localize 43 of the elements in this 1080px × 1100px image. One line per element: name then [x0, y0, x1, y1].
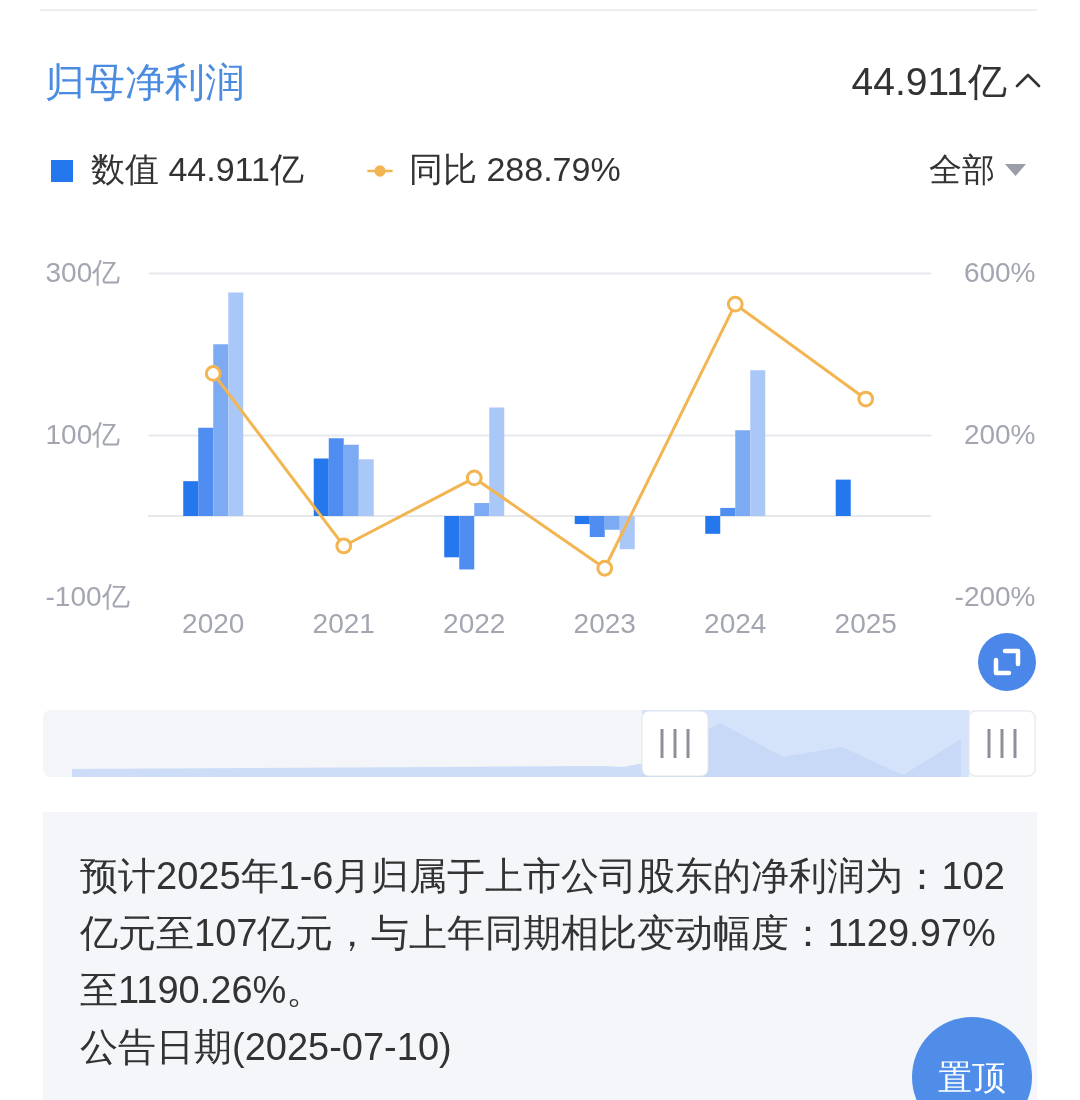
bar	[835, 479, 851, 516]
bar	[574, 516, 590, 525]
bar	[343, 444, 359, 516]
y2-tick-label: 600%	[963, 256, 1036, 288]
bar	[228, 292, 244, 516]
chart-title: 归母净利润	[45, 59, 245, 106]
bar	[444, 516, 460, 558]
y-tick-label: -100亿	[45, 580, 130, 612]
x-tick-label: 2024	[704, 607, 767, 639]
text: 44.911亿	[851, 59, 1007, 105]
bar	[750, 370, 766, 516]
x-tick-label: 2023	[573, 607, 636, 639]
y2-tick-label: 200%	[963, 418, 1036, 450]
point	[596, 559, 614, 577]
bar	[720, 507, 736, 516]
bar	[474, 503, 490, 516]
y-tick-label: 300亿	[45, 256, 121, 288]
bar	[705, 516, 721, 534]
x-tick-label: 2021	[312, 607, 375, 639]
point	[857, 390, 875, 408]
bar	[358, 459, 374, 516]
bar	[198, 427, 214, 516]
legend-label: 数值 44.911亿	[91, 150, 304, 188]
legend-label: 同比 288.79%	[409, 150, 621, 188]
bar	[735, 430, 751, 516]
bar	[213, 344, 229, 516]
x-tick-label: 2020	[182, 607, 245, 639]
x-tick-label: 2025	[834, 607, 897, 639]
point	[204, 365, 222, 382]
bar	[459, 516, 475, 570]
point	[335, 537, 353, 555]
bar	[313, 458, 329, 516]
text: 全部	[929, 150, 995, 190]
bar	[183, 481, 199, 516]
x-tick-label: 2022	[443, 607, 506, 639]
point	[465, 469, 483, 487]
y2-tick-label: -200%	[954, 580, 1036, 612]
bar	[604, 516, 620, 530]
bar	[328, 438, 344, 516]
bar	[589, 516, 605, 538]
y-tick-label: 100亿	[45, 418, 121, 450]
bar	[489, 407, 505, 516]
point	[726, 295, 744, 313]
